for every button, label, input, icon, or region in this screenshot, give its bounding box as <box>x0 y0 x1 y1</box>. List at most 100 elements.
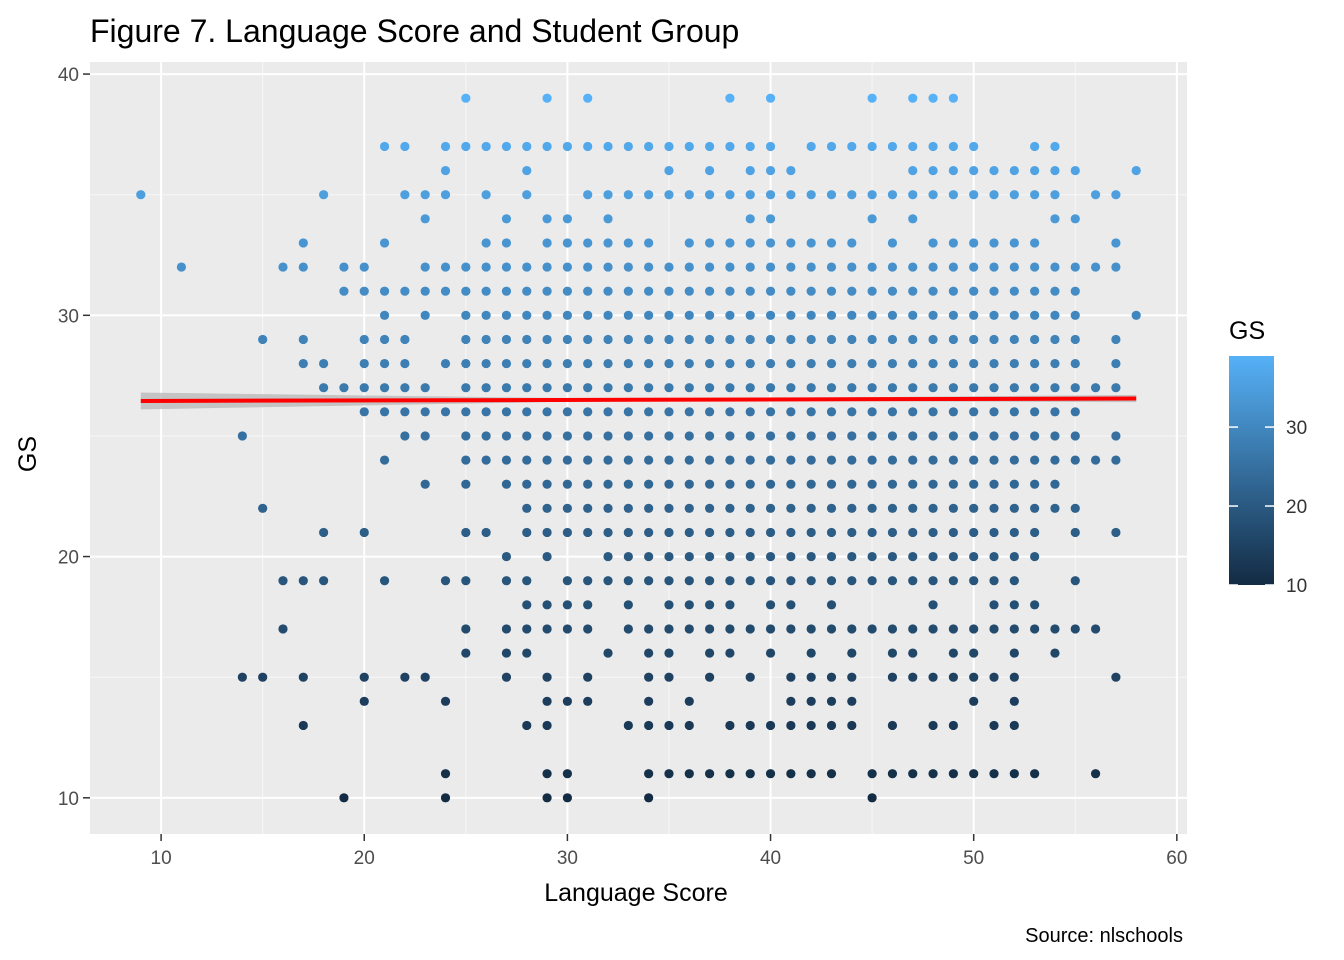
scatter-point <box>461 141 471 152</box>
scatter-point <box>562 479 572 489</box>
x-tick-label: 60 <box>1166 848 1187 869</box>
scatter-point <box>745 286 755 296</box>
scatter-point <box>725 455 735 465</box>
scatter-point <box>745 479 755 489</box>
scatter-point <box>745 262 755 272</box>
scatter-point <box>644 769 654 779</box>
scatter-point <box>705 648 715 658</box>
scatter-point <box>969 551 979 562</box>
scatter-point <box>948 334 958 345</box>
scatter-point <box>583 383 593 393</box>
scatter-point <box>806 431 816 441</box>
scatter-point <box>847 190 857 200</box>
scatter-point <box>542 214 552 224</box>
scatter-point <box>1009 527 1019 538</box>
scatter-point <box>400 190 410 200</box>
scatter-point <box>542 383 552 393</box>
scatter-point <box>867 310 877 320</box>
scatter-point <box>603 310 613 320</box>
scatter-point <box>644 310 654 320</box>
scatter-point <box>461 431 471 441</box>
scatter-point <box>745 190 755 200</box>
scatter-point <box>664 672 674 682</box>
scatter-point <box>969 576 979 586</box>
scatter-point <box>806 527 816 538</box>
scatter-point <box>1009 310 1019 320</box>
scatter-point <box>705 431 715 441</box>
scatter-point <box>440 358 451 369</box>
scatter-point <box>705 238 715 248</box>
scatter-point <box>969 310 979 320</box>
scatter-point <box>501 455 512 465</box>
scatter-point <box>522 648 532 658</box>
y-tick-label: 10 <box>58 789 79 810</box>
x-tick-label: 10 <box>151 848 172 869</box>
scatter-point <box>745 358 755 369</box>
scatter-point <box>623 503 633 513</box>
scatter-point <box>786 334 796 345</box>
scatter-point <box>623 310 633 320</box>
scatter-point <box>989 455 999 465</box>
confidence-band <box>140 392 1137 410</box>
scatter-point <box>522 479 532 489</box>
scatter-point <box>603 190 613 200</box>
scatter-point <box>400 407 410 417</box>
scatter-point <box>786 407 796 417</box>
scatter-point <box>664 262 674 272</box>
scatter-point <box>1009 383 1019 393</box>
scatter-point <box>359 696 369 706</box>
scatter-point <box>684 769 694 779</box>
scatter-point <box>420 672 430 682</box>
scatter-point <box>1111 238 1121 248</box>
scatter-point <box>644 431 654 441</box>
scatter-point <box>379 383 390 393</box>
scatter-point <box>664 383 674 393</box>
scatter-point <box>989 503 999 513</box>
scatter-point <box>562 407 572 417</box>
scatter-point <box>542 672 552 682</box>
scatter-point <box>847 286 857 296</box>
scatter-point <box>1090 383 1101 393</box>
scatter-point <box>989 600 999 610</box>
scatter-point <box>400 334 410 345</box>
scatter-point <box>603 576 613 586</box>
scatter-point <box>806 383 816 393</box>
scatter-point <box>765 165 776 176</box>
scatter-point <box>948 407 958 417</box>
scatter-point <box>664 165 674 176</box>
scatter-point <box>847 720 857 731</box>
scatter-point <box>1070 455 1080 465</box>
scatter-point <box>948 358 958 369</box>
scatter-point <box>684 286 694 296</box>
scatter-point <box>867 479 877 489</box>
scatter-point <box>786 672 796 682</box>
scatter-point <box>298 238 308 248</box>
scatter-point <box>887 407 898 417</box>
scatter-point <box>806 503 816 513</box>
scatter-point <box>542 141 552 152</box>
scatter-point <box>562 334 572 345</box>
scatter-point <box>989 165 999 176</box>
scatter-point <box>989 479 999 489</box>
scatter-point <box>644 503 654 513</box>
scatter-point <box>1030 551 1040 562</box>
scatter-point <box>887 503 898 513</box>
scatter-point <box>765 769 776 779</box>
scatter-point <box>786 624 796 634</box>
scatter-point <box>623 527 633 538</box>
scatter-point <box>948 720 958 731</box>
scatter-point <box>867 334 877 345</box>
scatter-point <box>806 334 816 345</box>
scatter-point <box>481 407 491 417</box>
scatter-point <box>908 624 918 634</box>
scatter-point <box>908 576 918 586</box>
scatter-point <box>908 769 918 779</box>
scatter-point <box>1070 576 1080 586</box>
scatter-point <box>887 720 898 731</box>
scatter-point <box>765 455 776 465</box>
scatter-point <box>1030 334 1040 345</box>
scatter-point <box>786 479 796 489</box>
scatter-point <box>847 455 857 465</box>
scatter-point <box>644 262 654 272</box>
scatter-point <box>765 141 776 152</box>
